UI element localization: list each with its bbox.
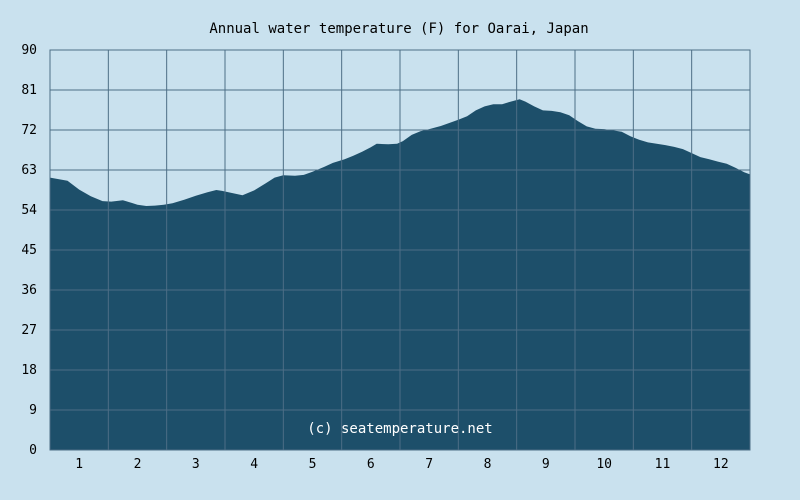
- x-tick-label: 6: [367, 457, 375, 472]
- y-tick-label: 36: [21, 283, 37, 298]
- chart-title: Annual water temperature (F) for Oarai, …: [209, 21, 588, 37]
- x-tick-label: 8: [484, 457, 492, 472]
- x-tick-label: 7: [425, 457, 433, 472]
- y-tick-label: 54: [21, 203, 37, 218]
- gridlines: [50, 50, 750, 450]
- y-tick-label: 18: [21, 363, 37, 378]
- x-tick-label: 3: [192, 457, 200, 472]
- y-axis-ticks: 0 9 18 27 36 45 54 63 72 81 90: [21, 43, 37, 458]
- y-tick-label: 9: [29, 403, 37, 418]
- watermark-text: (c) seatemperature.net: [307, 421, 492, 437]
- x-tick-label: 5: [309, 457, 317, 472]
- x-tick-label: 11: [655, 457, 671, 472]
- y-tick-label: 63: [21, 163, 37, 178]
- x-tick-label: 2: [134, 457, 142, 472]
- x-tick-label: 1: [75, 457, 83, 472]
- x-tick-label: 9: [542, 457, 550, 472]
- y-tick-label: 27: [21, 323, 37, 338]
- y-tick-label: 72: [21, 123, 37, 138]
- plot-border: [49, 49, 751, 451]
- y-tick-label: 90: [21, 43, 37, 58]
- y-tick-label: 81: [21, 83, 37, 98]
- y-tick-label: 45: [21, 243, 37, 258]
- x-tick-label: 4: [250, 457, 258, 472]
- x-axis-ticks: 1 2 3 4 5 6 7 8 9 10 11 12: [75, 457, 728, 472]
- x-tick-label: 10: [596, 457, 612, 472]
- y-tick-label: 0: [29, 443, 37, 458]
- x-tick-label: 12: [713, 457, 729, 472]
